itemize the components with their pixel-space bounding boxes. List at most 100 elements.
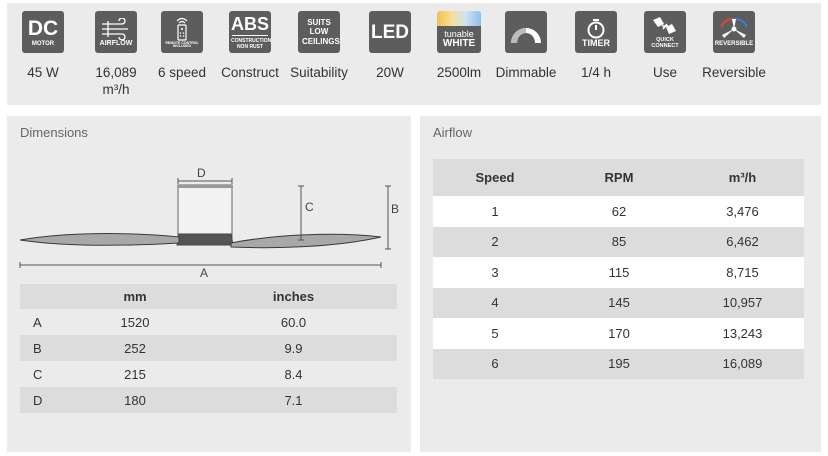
table-header: m³/h xyxy=(681,159,804,196)
dimensions-panel: Dimensions D C B xyxy=(7,116,411,452)
feature-dc: DC MOTOR 45 W xyxy=(7,11,79,81)
table-row: D 180 7.1 xyxy=(20,387,397,413)
remote-control-icon: REMOTE CONTROL INCLUDED xyxy=(161,11,203,53)
table-cell: 170 xyxy=(557,318,681,349)
table-header: Speed xyxy=(433,159,557,196)
table-header: mm xyxy=(80,284,190,309)
feature-abs: ABS CONSTRUCTION NON RUST Construct xyxy=(214,11,286,81)
table-cell: 13,243 xyxy=(681,318,804,349)
abs-construction-icon: ABS CONSTRUCTION NON RUST xyxy=(229,11,271,53)
table-row: A 1520 60.0 xyxy=(20,309,397,335)
feature-remote: REMOTE CONTROL INCLUDED 6 speed xyxy=(146,11,218,81)
airflow-graphic-icon xyxy=(102,17,128,40)
feature-label: 6 speed xyxy=(157,65,207,80)
feature-label: 2500lm xyxy=(436,65,482,80)
plug-icon xyxy=(653,16,676,34)
table-row: 3 115 8,715 xyxy=(433,257,804,288)
reversible-fan-icon xyxy=(720,17,748,38)
fan-dimension-diagram: D C B A xyxy=(19,166,399,280)
reversible-icon: REVERSIBLE xyxy=(713,11,755,53)
table-cell: 16,089 xyxy=(681,348,804,379)
table-cell: 6,462 xyxy=(681,226,804,257)
table-cell: 6 xyxy=(433,348,557,379)
feature-label: 45 W xyxy=(27,65,59,80)
airflow-title: Airflow xyxy=(433,125,473,140)
table-cell: 60.0 xyxy=(280,314,307,330)
feature-label: Use xyxy=(652,65,677,80)
table-header xyxy=(20,284,80,309)
table-cell: 7.1 xyxy=(190,387,397,413)
feature-label: 20W xyxy=(376,65,404,80)
feature-airflow: AIRFLOW 16,089 m³/h xyxy=(80,11,152,98)
stopwatch-icon xyxy=(587,18,605,38)
table-cell: 252 xyxy=(80,335,190,361)
diagram-label-a: A xyxy=(200,266,208,280)
feature-led: LED 20W xyxy=(354,11,426,81)
feature-tunable: tunable WHITE 2500lm xyxy=(423,11,495,81)
airflow-panel: Airflow Speed RPM m³/h 1 62 3,476 2 85 6… xyxy=(420,116,821,452)
feature-label: 16,089 m³/h xyxy=(95,65,137,97)
feature-strip: DC MOTOR 45 W AIRFLOW 16,089 m³/h xyxy=(7,3,821,105)
table-cell: 145 xyxy=(557,287,681,318)
feature-label: Suitability xyxy=(290,65,348,80)
table-cell: 1 xyxy=(433,196,557,227)
table-cell: D xyxy=(20,387,80,413)
feature-label: 1/4 h xyxy=(580,65,612,80)
dimensions-table: mm inches A 1520 60.0 B 252 9.9 C 215 8.… xyxy=(20,284,397,413)
feature-dimmable: Dimmable xyxy=(490,11,562,81)
table-cell: 195 xyxy=(557,348,681,379)
feature-quick-connect: QUICK CONNECT Use xyxy=(629,11,701,81)
airflow-table: Speed RPM m³/h 1 62 3,476 2 85 6,462 3 1… xyxy=(433,159,804,379)
remote-graphic-icon xyxy=(176,17,188,41)
table-cell: 10,957 xyxy=(681,287,804,318)
airflow-icon: AIRFLOW xyxy=(95,11,137,53)
table-row: B 252 9.9 xyxy=(20,335,397,361)
table-cell: B xyxy=(20,335,80,361)
diagram-label-b: B xyxy=(391,202,399,216)
feature-ceilings: SUITS LOW CEILINGS Suitability xyxy=(283,11,355,81)
table-row: 4 145 10,957 xyxy=(433,287,804,318)
table-cell: 9.9 xyxy=(190,335,397,361)
feature-label: Dimmable xyxy=(495,65,557,80)
feature-label: Reversible xyxy=(702,65,766,80)
table-row: 1 62 3,476 xyxy=(433,196,804,227)
table-cell: C xyxy=(33,366,43,382)
feature-timer: TIMER 1/4 h xyxy=(560,11,632,81)
table-header: inches xyxy=(190,284,397,309)
quick-connect-icon: QUICK CONNECT xyxy=(644,11,686,53)
diagram-label-c: C xyxy=(305,200,314,214)
dc-motor-icon: DC MOTOR xyxy=(22,11,64,53)
table-row: C 215 8.4 xyxy=(20,361,397,387)
feature-reversible: REVERSIBLE Reversible xyxy=(698,11,770,81)
table-header: RPM xyxy=(557,159,681,196)
table-cell: 180 xyxy=(80,387,190,413)
table-cell: 4 xyxy=(433,287,557,318)
table-cell: 1520 xyxy=(120,314,150,330)
table-header-row: Speed RPM m³/h xyxy=(433,159,804,196)
table-cell: 215 xyxy=(124,366,146,382)
table-cell: 3,476 xyxy=(681,196,804,227)
dimmable-icon xyxy=(505,11,547,53)
low-ceilings-icon: SUITS LOW CEILINGS xyxy=(298,11,340,53)
tunable-white-icon: tunable WHITE xyxy=(437,11,481,53)
table-row: 5 170 13,243 xyxy=(433,318,804,349)
dimmable-graphic-icon xyxy=(511,28,541,43)
table-row: 2 85 6,462 xyxy=(433,226,804,257)
table-cell: 115 xyxy=(557,257,681,288)
table-row: 6 195 16,089 xyxy=(433,348,804,379)
table-cell: 8.4 xyxy=(284,366,303,382)
diagram-label-d: D xyxy=(197,166,206,180)
timer-icon: TIMER xyxy=(575,11,617,53)
led-icon: LED xyxy=(369,11,411,53)
table-cell: 8,715 xyxy=(681,257,804,288)
table-cell: 3 xyxy=(433,257,557,288)
tunable-label-box: tunable WHITE xyxy=(437,26,481,53)
dimensions-title: Dimensions xyxy=(20,125,88,140)
table-cell: A xyxy=(33,314,42,330)
feature-label: Construct xyxy=(221,65,279,80)
table-cell: 2 xyxy=(433,226,557,257)
table-cell: 85 xyxy=(557,226,681,257)
table-cell: 62 xyxy=(557,196,681,227)
table-cell: 5 xyxy=(433,318,557,349)
table-header-row: mm inches xyxy=(20,284,397,309)
